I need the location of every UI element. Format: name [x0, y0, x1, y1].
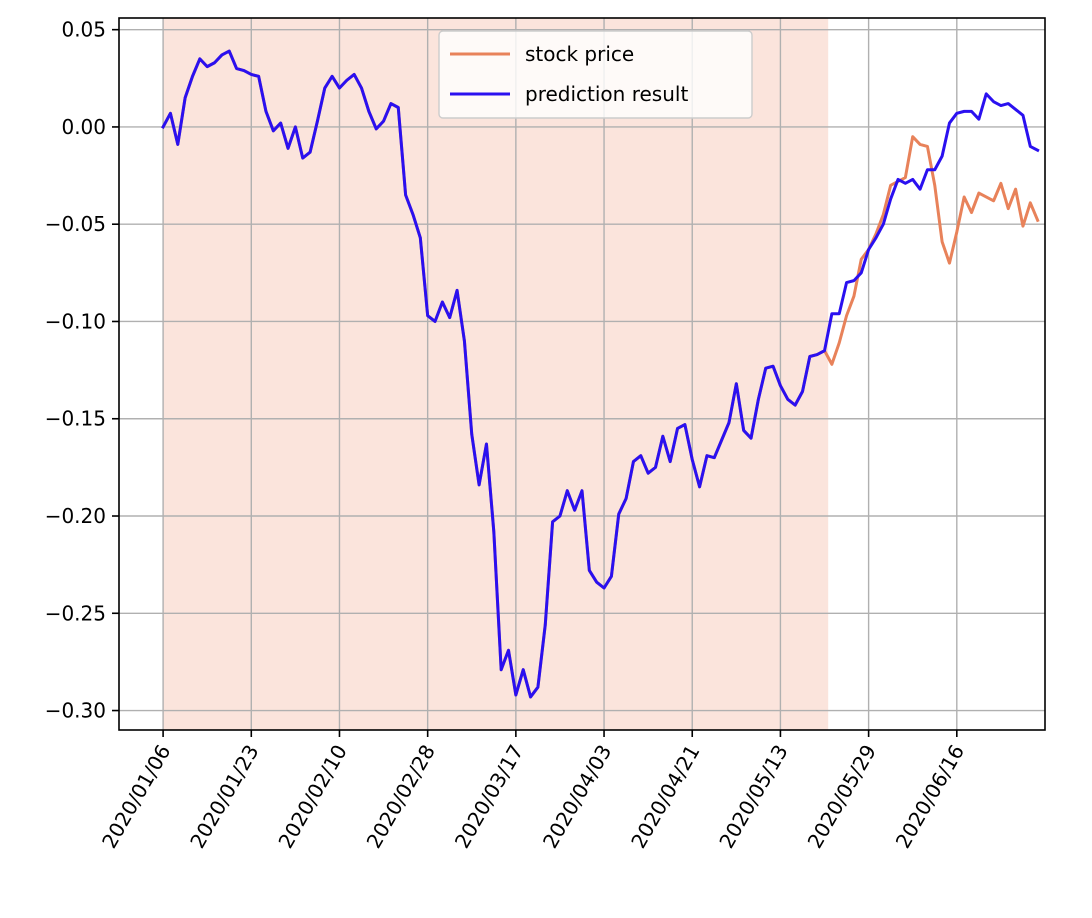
y-tick-label: 0.05 — [61, 18, 106, 42]
training-region-layer — [163, 18, 829, 730]
y-tick-label: 0.00 — [61, 115, 106, 139]
x-tick-label: 2020/02/28 — [362, 741, 440, 853]
x-tick-label: 2020/04/21 — [626, 741, 704, 853]
series-layer — [161, 49, 1040, 699]
x-tick-label: 2020/03/17 — [450, 741, 528, 853]
x-tick-label: 2020/01/06 — [97, 741, 175, 853]
series-line-prediction-result — [161, 49, 1040, 699]
legend-label: stock price — [525, 42, 634, 66]
y-tick-label: −0.25 — [45, 601, 106, 625]
legend: stock price prediction result — [438, 30, 753, 119]
y-tick-label: −0.05 — [45, 212, 106, 236]
x-tick-label: 2020/05/13 — [714, 741, 792, 853]
x-tick-label: 2020/02/10 — [273, 741, 351, 853]
legend-label: prediction result — [525, 82, 688, 106]
y-tick-label: −0.20 — [45, 504, 106, 528]
x-tick-label: 2020/06/16 — [891, 741, 969, 853]
plot-frame — [118, 17, 1046, 731]
y-tick-label: −0.10 — [45, 309, 106, 333]
y-tick-label: −0.30 — [45, 699, 106, 723]
legend-box — [438, 30, 753, 119]
training-region — [163, 18, 829, 730]
x-tick-label: 2020/05/29 — [803, 741, 881, 853]
x-tick-label: 2020/01/23 — [185, 741, 263, 853]
y-tick-label: −0.15 — [45, 407, 106, 431]
x-tick-label: 2020/04/03 — [538, 741, 616, 853]
